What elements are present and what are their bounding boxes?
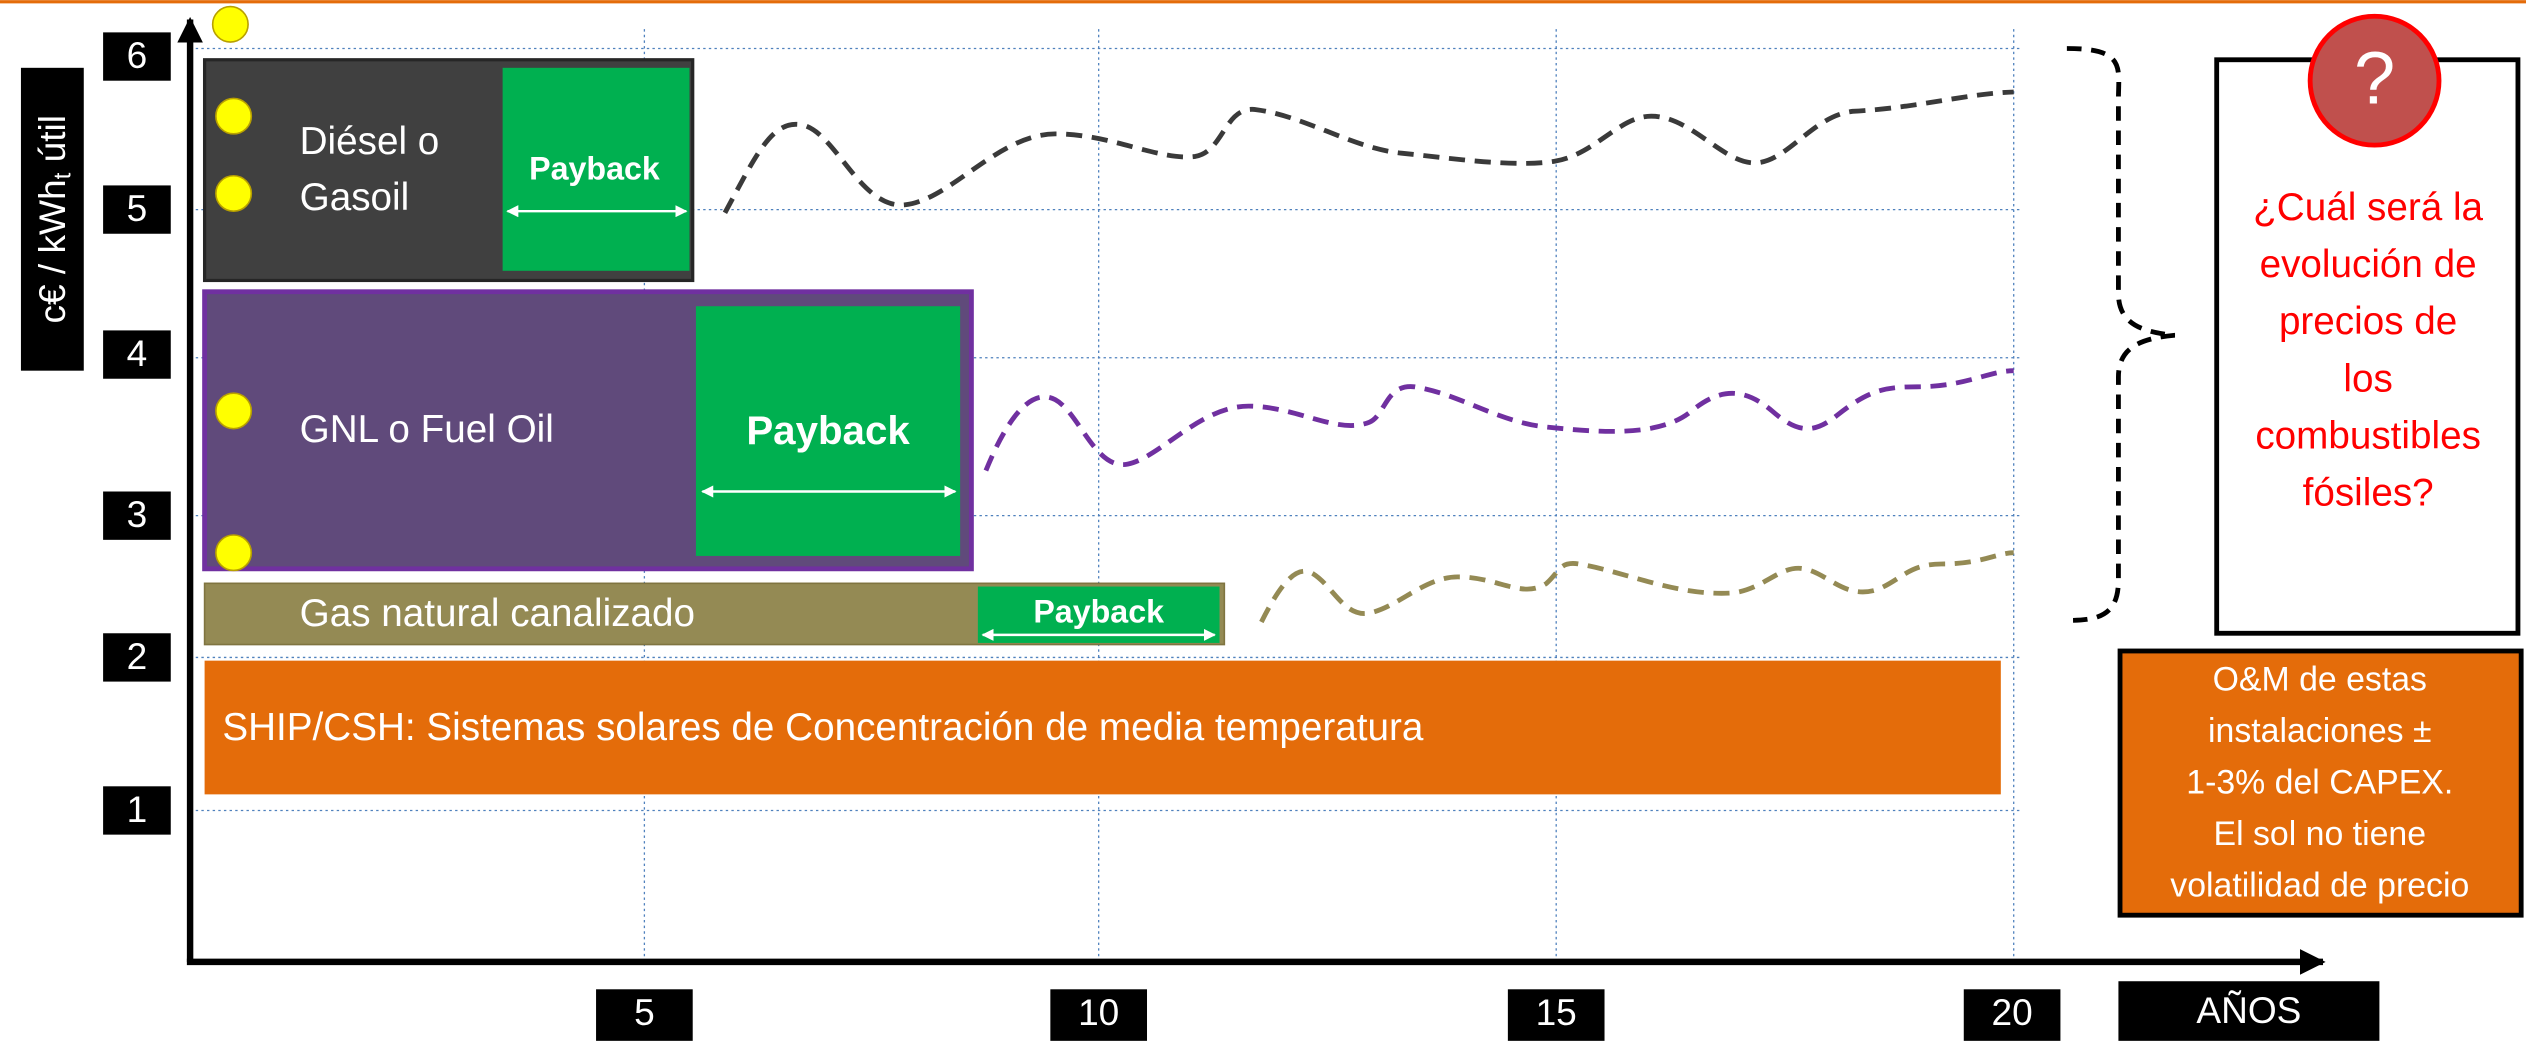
- payback-label: Payback: [529, 150, 660, 186]
- dots: [211, 5, 253, 572]
- note-line: instalaciones ±: [2208, 712, 2432, 750]
- question-line: los: [2343, 357, 2392, 400]
- x-ticks: 5 10 15 20: [596, 989, 2061, 1041]
- x-tick-label: 20: [1991, 991, 2032, 1033]
- note-line: El sol no tiene: [2214, 815, 2427, 853]
- bar-label: GNL o Fuel Oil: [300, 408, 554, 451]
- y-tick-label: 1: [127, 788, 148, 830]
- payback-label: Payback: [1033, 593, 1164, 629]
- y-tick-label: 6: [127, 34, 148, 76]
- gnl-trend: [983, 368, 2014, 472]
- payback-label: Payback: [746, 408, 910, 453]
- x-axis-title: AÑOS: [2196, 989, 2301, 1031]
- y-axis-title: c€ / kWht útil: [31, 115, 77, 323]
- question-text: ¿Cuál será la evolución de precios de los co…: [2253, 186, 2483, 515]
- y-tick-box: [103, 786, 171, 835]
- bar-label: Gasoil: [300, 176, 410, 219]
- x-tick-box: [1963, 989, 2061, 1041]
- solar-bar: [204, 660, 2001, 795]
- y-tick-box: [103, 491, 171, 540]
- bar-label: SHIP/CSH: Sistemas solares de Concentrac…: [222, 706, 1424, 749]
- question-line: evolución de: [2260, 243, 2477, 286]
- y-tick-label: 3: [127, 493, 148, 535]
- y-title-end: útil: [31, 115, 73, 173]
- y-tick-box: [103, 330, 171, 379]
- bar-label: Gas natural canalizado: [300, 592, 695, 635]
- note-text: O&M de estas instalaciones ± 1-3% del CAPE…: [2170, 661, 2469, 905]
- y-tick-box: [103, 32, 171, 81]
- top-rule: [0, 0, 2526, 4]
- question-line: combustibles: [2255, 415, 2481, 458]
- y-title-main: c€ / kWh: [31, 179, 73, 323]
- gas-trend: [1259, 550, 2014, 624]
- diesel-trend: [722, 89, 2014, 214]
- question-box: [2214, 57, 2521, 636]
- question-line: precios de: [2279, 300, 2457, 343]
- question-line: fósiles?: [2303, 472, 2434, 515]
- question-symbol: ?: [2354, 37, 2395, 120]
- x-tick-box: [596, 989, 693, 1041]
- y-title-box: [20, 67, 84, 371]
- y-tick-box: [103, 185, 171, 234]
- y-tick-label: 2: [127, 635, 148, 677]
- payback-box: [502, 67, 690, 271]
- y-ticks: 6 5 4 3 2 1: [103, 32, 171, 835]
- y-title-sub: t: [50, 172, 77, 179]
- note-line: volatilidad de precio: [2170, 867, 2469, 905]
- x-tick-box: [1050, 989, 1148, 1041]
- note-box: [2117, 648, 2524, 918]
- y-tick-label: 5: [127, 187, 148, 229]
- question-icon: [2307, 13, 2442, 148]
- x-tick-label: 15: [1536, 991, 1577, 1033]
- note-line: O&M de estas: [2213, 661, 2427, 699]
- note-line: 1-3% del CAPEX.: [2186, 764, 2453, 802]
- y-tick-box: [103, 633, 171, 682]
- question-line: ¿Cuál será la: [2253, 186, 2483, 229]
- x-title-box: [2118, 981, 2380, 1041]
- x-tick-label: 10: [1078, 991, 1119, 1033]
- x-tick-box: [1507, 989, 1605, 1041]
- bar-label: Diésel o: [300, 120, 440, 163]
- brace: [2066, 46, 2176, 623]
- y-tick-label: 4: [127, 332, 148, 374]
- x-tick-label: 5: [634, 991, 655, 1033]
- payback-box: [695, 306, 961, 556]
